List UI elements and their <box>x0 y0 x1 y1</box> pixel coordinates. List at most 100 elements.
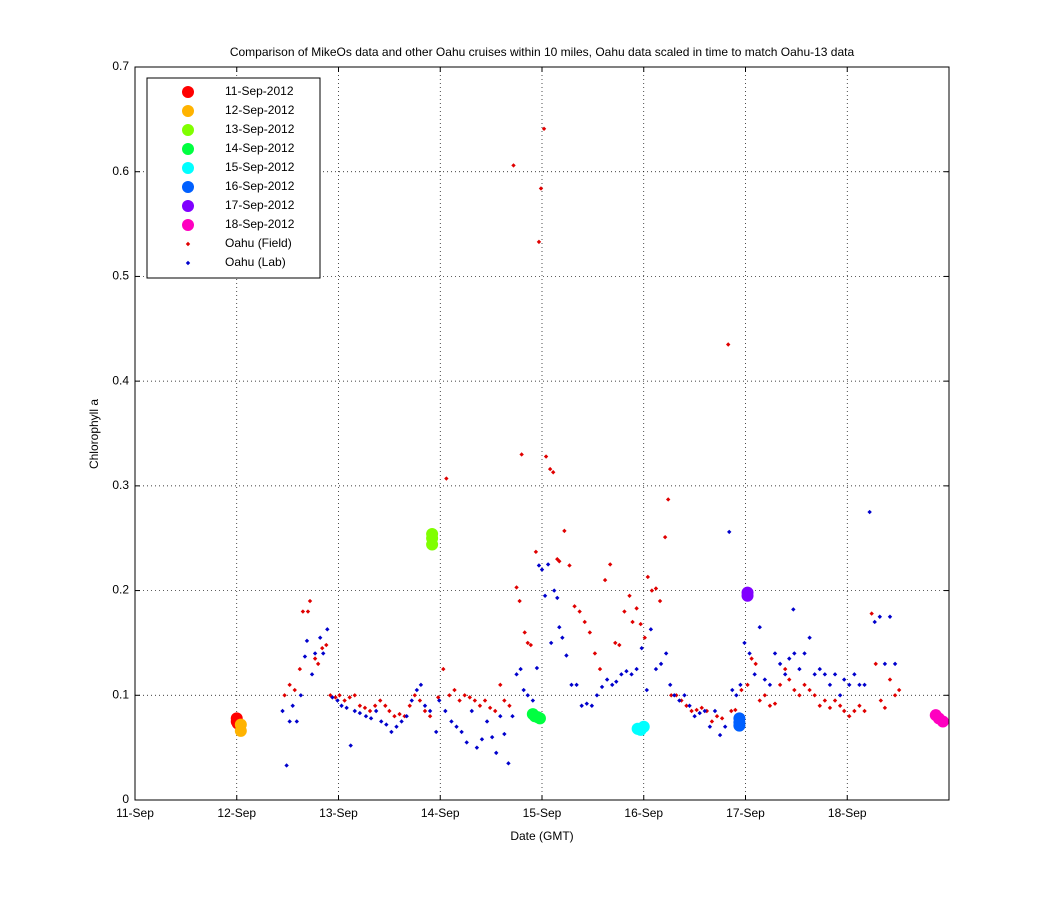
point <box>862 682 867 688</box>
point <box>528 642 534 648</box>
point <box>567 563 572 568</box>
point <box>280 708 285 714</box>
point <box>682 693 687 698</box>
point <box>449 719 454 724</box>
point <box>729 708 734 714</box>
point <box>372 703 378 708</box>
point <box>474 745 480 750</box>
point <box>577 609 582 614</box>
point <box>717 732 723 738</box>
point <box>787 677 792 682</box>
point <box>582 619 587 625</box>
point <box>684 703 689 708</box>
point <box>792 687 797 693</box>
x-tick-label: 15-Sep <box>523 806 562 820</box>
point <box>545 562 551 567</box>
point <box>307 598 313 604</box>
point <box>538 186 544 191</box>
point <box>542 593 548 599</box>
legend-label: Oahu (Lab) <box>225 255 286 269</box>
point <box>702 708 707 714</box>
point <box>648 627 654 632</box>
point <box>417 698 423 703</box>
point <box>630 619 635 625</box>
y-tick-label: 0.1 <box>112 687 129 701</box>
point <box>852 672 857 677</box>
y-tick-label: 0.4 <box>112 373 129 387</box>
point <box>822 672 828 677</box>
point <box>335 698 340 703</box>
point <box>284 763 289 768</box>
point <box>298 693 304 698</box>
point <box>234 724 247 737</box>
point <box>555 556 560 562</box>
point <box>742 640 747 646</box>
point <box>597 666 603 672</box>
point <box>320 645 325 651</box>
point <box>541 126 547 131</box>
point <box>645 574 651 580</box>
point <box>447 693 452 698</box>
point <box>719 716 725 721</box>
point <box>522 630 527 635</box>
point <box>882 661 888 667</box>
point <box>315 661 321 667</box>
point <box>733 719 746 732</box>
point <box>637 720 650 733</box>
point <box>550 470 556 475</box>
point <box>305 609 311 614</box>
legend-box <box>146 77 321 279</box>
point <box>492 708 498 714</box>
point <box>498 682 503 688</box>
point <box>812 693 817 698</box>
point <box>467 695 472 700</box>
point <box>841 708 847 714</box>
point <box>629 672 634 677</box>
point <box>304 638 310 644</box>
point <box>587 630 593 635</box>
point <box>362 705 368 711</box>
point <box>337 693 342 698</box>
point <box>892 693 898 698</box>
point <box>658 661 664 667</box>
point <box>533 712 546 725</box>
legend-label: 17-Sep-2012 <box>225 198 295 212</box>
point <box>749 656 754 661</box>
point <box>297 666 303 672</box>
point <box>827 682 833 688</box>
point <box>697 710 702 716</box>
point <box>482 698 488 703</box>
point <box>548 640 554 646</box>
point <box>602 577 608 583</box>
point <box>712 708 718 714</box>
point <box>649 588 655 593</box>
point <box>363 714 369 719</box>
point <box>517 598 522 604</box>
point <box>797 693 802 698</box>
x-tick-label: 14-Sep <box>421 806 460 820</box>
point <box>832 672 838 677</box>
point <box>502 731 507 737</box>
point <box>614 679 619 684</box>
point <box>518 666 523 672</box>
point <box>882 705 888 711</box>
point <box>762 693 768 698</box>
legend-marker <box>182 124 194 136</box>
point <box>692 714 697 719</box>
point <box>525 693 530 698</box>
point <box>557 559 562 564</box>
point <box>619 672 624 677</box>
legend-label: 15-Sep-2012 <box>225 160 295 174</box>
point <box>422 708 428 714</box>
point <box>333 695 338 700</box>
point <box>787 656 792 661</box>
point <box>472 698 478 703</box>
point <box>325 627 330 632</box>
point <box>404 714 409 719</box>
point <box>757 698 762 703</box>
point <box>443 708 448 714</box>
point <box>714 714 720 719</box>
point <box>867 509 872 515</box>
point <box>887 677 893 682</box>
point <box>653 586 659 591</box>
